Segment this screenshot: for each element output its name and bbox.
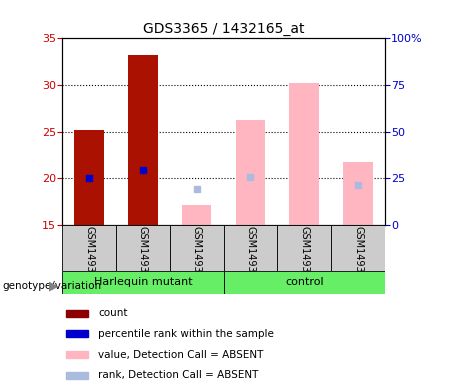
Bar xyxy=(343,162,373,225)
Bar xyxy=(170,225,224,271)
Bar xyxy=(116,225,170,271)
Bar xyxy=(66,372,88,379)
Bar xyxy=(290,83,319,225)
Text: percentile rank within the sample: percentile rank within the sample xyxy=(98,329,274,339)
Bar xyxy=(66,351,88,358)
Bar xyxy=(62,271,224,294)
Text: count: count xyxy=(98,308,127,318)
Text: GSM149363: GSM149363 xyxy=(245,226,255,285)
Text: GSM149365: GSM149365 xyxy=(353,226,363,285)
Bar xyxy=(128,55,158,225)
Text: Harlequin mutant: Harlequin mutant xyxy=(94,277,192,287)
Text: GSM149361: GSM149361 xyxy=(138,226,148,285)
Text: genotype/variation: genotype/variation xyxy=(2,281,101,291)
Bar xyxy=(278,225,331,271)
Bar xyxy=(236,120,265,225)
Bar xyxy=(224,271,385,294)
Text: rank, Detection Call = ABSENT: rank, Detection Call = ABSENT xyxy=(98,370,258,381)
Text: GSM149362: GSM149362 xyxy=(192,226,202,285)
Text: ▶: ▶ xyxy=(49,280,59,293)
Bar xyxy=(224,225,278,271)
Text: control: control xyxy=(285,277,324,287)
Text: value, Detection Call = ABSENT: value, Detection Call = ABSENT xyxy=(98,349,263,360)
Bar xyxy=(182,205,212,225)
Text: GSM149364: GSM149364 xyxy=(299,226,309,285)
Bar xyxy=(74,130,104,225)
Bar xyxy=(62,225,116,271)
Bar xyxy=(66,310,88,316)
Text: GSM149360: GSM149360 xyxy=(84,226,94,285)
Title: GDS3365 / 1432165_at: GDS3365 / 1432165_at xyxy=(143,22,304,36)
Bar xyxy=(66,330,88,338)
Bar xyxy=(331,225,385,271)
